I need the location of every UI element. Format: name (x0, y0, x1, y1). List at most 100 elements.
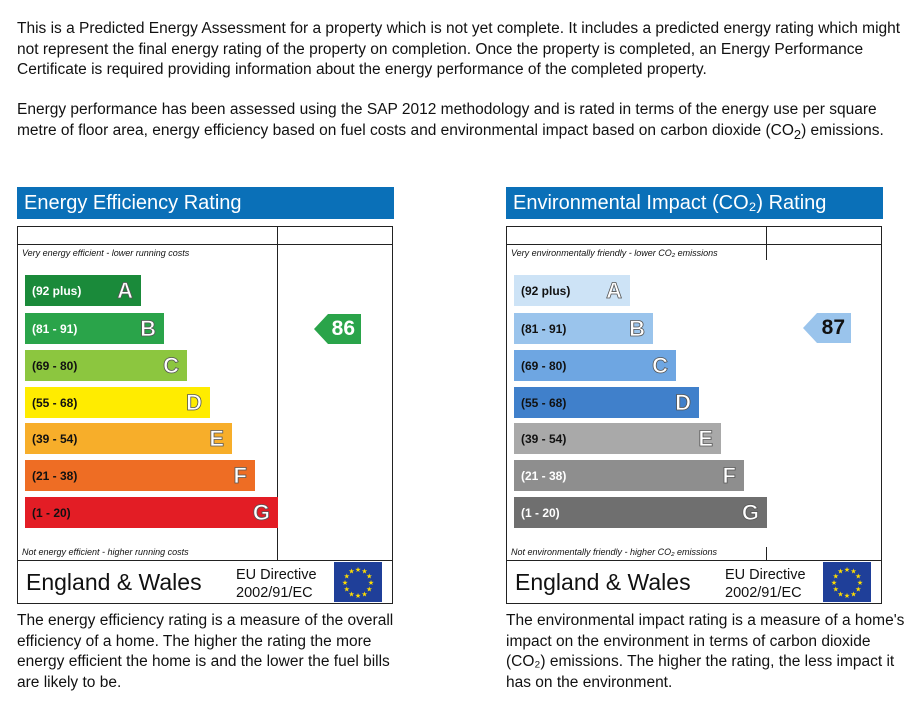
star-icon: ★ (844, 566, 850, 574)
band-c: (69 - 80) C (514, 350, 676, 381)
band-f: (21 - 38) F (25, 460, 255, 491)
band-range: (69 - 80) (521, 358, 567, 373)
star-icon: ★ (355, 566, 361, 574)
star-icon: ★ (344, 573, 350, 581)
star-icon: ★ (366, 586, 372, 594)
description: The environmental impact rating is a mea… (506, 612, 905, 691)
divider (507, 244, 881, 245)
band-range: (1 - 20) (32, 505, 71, 520)
divider (766, 227, 767, 260)
divider (507, 560, 881, 561)
band-letter: F (722, 462, 736, 488)
divider (18, 560, 392, 561)
band-letter: G (741, 499, 759, 525)
star-icon: ★ (833, 586, 839, 594)
description: The energy efficiency rating is a measur… (17, 612, 394, 691)
intro-paragraph-2-end: ) emissions. (801, 121, 884, 139)
star-icon: ★ (850, 568, 856, 576)
star-icon: ★ (837, 590, 843, 598)
band-letter: C (163, 352, 180, 378)
star-icon: ★ (342, 579, 348, 587)
star-icon: ★ (855, 573, 861, 581)
band-range: (55 - 68) (32, 395, 78, 410)
eu-flag-icon: ★★★★★★★★★ ★ ★★ (823, 562, 871, 602)
eu-directive: EU Directive 2002/91/EC (725, 566, 806, 602)
band-e: (39 - 54) E (514, 423, 721, 454)
star-icon: ★ (857, 579, 863, 587)
directive-line-1: EU Directive (725, 567, 806, 583)
band-letter: E (698, 425, 713, 451)
band-d: (55 - 68) D (25, 387, 210, 418)
band-a: (92 plus) A (25, 275, 141, 306)
band-letter: C (652, 352, 669, 378)
bottom-note: Not energy efficient - higher running co… (22, 547, 189, 557)
band-range: (1 - 20) (521, 505, 560, 520)
band-range: (39 - 54) (521, 431, 567, 446)
star-icon: ★ (368, 579, 374, 587)
intro-paragraph-1: This is a Predicted Energy Assessment fo… (17, 20, 901, 78)
bottom-note: Not environmentally friendly - higher CO… (511, 547, 718, 557)
panel-title: Environmental Impact (CO₂) Rating (506, 187, 883, 219)
star-icon: ★ (355, 592, 361, 600)
divider (18, 244, 392, 245)
band-f: (21 - 38) F (514, 460, 744, 491)
band-letter: A (606, 277, 623, 303)
star-icon: ★ (831, 579, 837, 587)
band-d: (55 - 68) D (514, 387, 699, 418)
band-range: (69 - 80) (32, 358, 78, 373)
band-letter: B (629, 315, 646, 341)
star-icon: ★ (361, 568, 367, 576)
divider (766, 547, 767, 560)
current-rating-arrow: 87 (803, 313, 851, 343)
divider (277, 227, 278, 560)
eu-flag-icon: ★★★★★★★★★ ★ ★★ (334, 562, 382, 602)
star-icon: ★ (850, 590, 856, 598)
band-c: (69 - 80) C (25, 350, 187, 381)
band-range: (21 - 38) (521, 468, 567, 483)
band-letter: D (675, 389, 692, 415)
rating-table: Very energy efficient - lower running co… (17, 226, 393, 604)
region-label: England & Wales (515, 569, 691, 595)
band-b: (81 - 91) B (514, 313, 653, 344)
band-range: (21 - 38) (32, 468, 78, 483)
band-range: (92 plus) (521, 283, 571, 298)
star-icon: ★ (366, 573, 372, 581)
co2-subscript: 2 (793, 126, 802, 142)
environmental-impact-panel: Environmental Impact (CO₂) Rating Very e… (506, 187, 904, 691)
star-icon: ★ (348, 568, 354, 576)
band-range: (81 - 91) (32, 321, 78, 336)
band-b: (81 - 91) B (25, 313, 164, 344)
intro-paragraph-2-text: Energy performance has been assessed usi… (17, 101, 877, 139)
directive-line-2: 2002/91/EC (236, 585, 313, 601)
star-icon: ★ (844, 592, 850, 600)
star-icon: ★ (361, 590, 367, 598)
band-a: (92 plus) A (514, 275, 630, 306)
band-range: (55 - 68) (521, 395, 567, 410)
band-e: (39 - 54) E (25, 423, 232, 454)
directive-line-2: 2002/91/EC (725, 585, 802, 601)
band-letter: B (140, 315, 157, 341)
band-letter: E (209, 425, 224, 451)
band-g: (1 - 20) G (514, 497, 767, 528)
eu-directive: EU Directive 2002/91/EC (236, 566, 317, 602)
star-icon: ★ (855, 586, 861, 594)
band-range: (92 plus) (32, 283, 82, 298)
region-label: England & Wales (26, 569, 202, 595)
band-letter: A (117, 277, 134, 303)
current-rating-arrow: 86 (314, 314, 361, 344)
energy-efficiency-panel: Energy Efficiency Rating Very energy eff… (17, 187, 394, 691)
band-letter: F (233, 462, 247, 488)
panel-title: Energy Efficiency Rating (17, 187, 394, 219)
directive-line-1: EU Directive (236, 567, 317, 583)
band-range: (39 - 54) (32, 431, 78, 446)
top-note: Very environmentally friendly - lower CO… (511, 248, 718, 258)
intro-paragraph-2: Energy performance has been assessed usi… (17, 100, 907, 145)
band-range: (81 - 91) (521, 321, 567, 336)
star-icon: ★ (348, 590, 354, 598)
band-g: (1 - 20) G (25, 497, 278, 528)
star-icon: ★ (344, 586, 350, 594)
star-icon: ★ (833, 573, 839, 581)
rating-table: Very environmentally friendly - lower CO… (506, 226, 882, 604)
band-letter: G (252, 499, 270, 525)
band-letter: D (186, 389, 203, 415)
